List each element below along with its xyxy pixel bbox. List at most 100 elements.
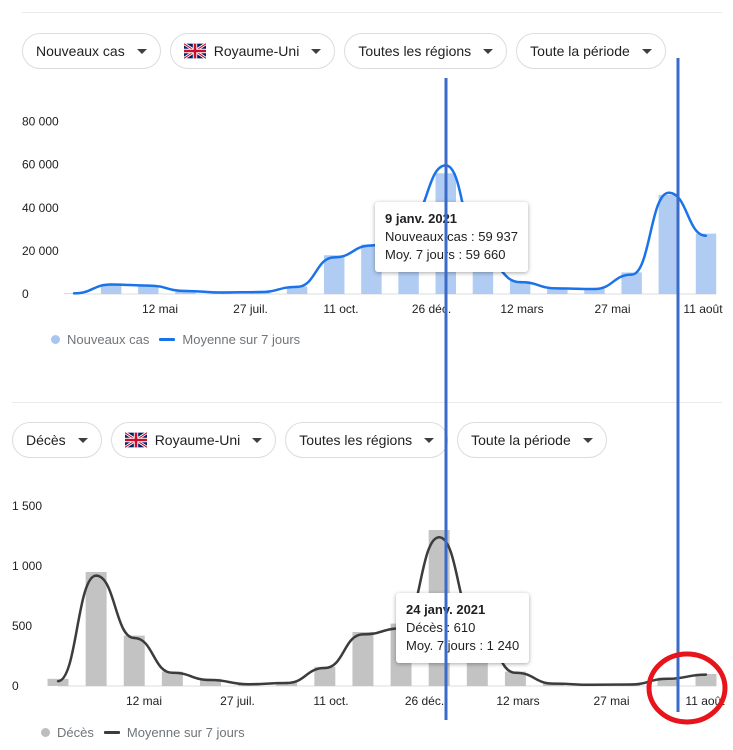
line-point-sept. 2020 bbox=[285, 681, 288, 685]
x-tick-label: 12 mars bbox=[496, 694, 539, 708]
line-point-nov. 2020 bbox=[361, 633, 365, 636]
legend-item-deaths[interactable]: Décès bbox=[41, 725, 94, 740]
line-point-mars 2020 bbox=[72, 292, 76, 295]
y-tick-label: 80 000 bbox=[22, 115, 59, 129]
cases-filter-bar: Nouveaux cas Royaume-Uni Toutes les région… bbox=[22, 33, 666, 69]
x-tick-label: 12 mai bbox=[142, 302, 178, 316]
cases-legend: Nouveaux cas Moyenne sur 7 jours bbox=[51, 332, 300, 347]
filter-label: Royaume-Uni bbox=[213, 43, 300, 59]
line-point-avr. 2021 bbox=[552, 682, 555, 685]
bar-sept. 2020 bbox=[286, 286, 308, 294]
caret-down-icon bbox=[483, 48, 494, 54]
line-point-juil. 2021 bbox=[666, 677, 670, 680]
x-tick-label: 27 mai bbox=[593, 694, 629, 708]
bar-oct. 2020 bbox=[314, 666, 336, 686]
deaths-tooltip: 24 janv. 2021 Décès : 610 Moy. 7 jours :… bbox=[396, 593, 530, 663]
x-tick-label: 27 juil. bbox=[220, 694, 255, 708]
line-point-juil. 2020 bbox=[209, 678, 212, 682]
x-tick-label: 26 déc. bbox=[405, 694, 444, 708]
deaths-filter-0[interactable]: Décès bbox=[12, 422, 102, 458]
cases-filter-2[interactable]: Toutes les régions bbox=[344, 33, 508, 69]
caret-down-icon bbox=[311, 48, 322, 54]
line-point-sept. 2020 bbox=[295, 285, 299, 289]
cases-tooltip: 9 janv. 2021 Nouveaux cas : 59 937 Moy. … bbox=[375, 202, 528, 272]
caret-down-icon bbox=[136, 48, 147, 54]
line-point-mars 2020 bbox=[56, 680, 60, 683]
bar-juil. 2021 bbox=[658, 194, 680, 294]
legend-item-7day-avg[interactable]: Moyenne sur 7 jours bbox=[159, 332, 300, 347]
deaths-filter-2[interactable]: Toutes les régions bbox=[285, 422, 449, 458]
line-point-mars 2021 bbox=[514, 671, 517, 674]
line-point-juil. 2021 bbox=[667, 191, 671, 194]
y-tick-label: 500 bbox=[12, 619, 32, 633]
deaths-filter-3[interactable]: Toute la période bbox=[457, 422, 607, 458]
x-tick-label: 11 oct. bbox=[313, 694, 348, 708]
cases-filter-1[interactable]: Royaume-Uni bbox=[169, 33, 336, 69]
x-tick-label: 27 mai bbox=[594, 302, 630, 316]
bar-mai 2021 bbox=[584, 288, 605, 294]
cases-filter-3[interactable]: Toute la période bbox=[516, 33, 666, 69]
y-tick-label: 20 000 bbox=[22, 244, 59, 258]
x-tick-label: 12 mai bbox=[126, 694, 162, 708]
line-point-août 2021 bbox=[704, 673, 708, 676]
bar-mars 2021 bbox=[509, 281, 531, 294]
uk-flag-icon bbox=[124, 432, 147, 448]
line-point-août 2020 bbox=[247, 683, 250, 686]
cases-filter-0[interactable]: Nouveaux cas bbox=[22, 33, 161, 69]
deaths-filter-1[interactable]: Royaume-Uni bbox=[110, 422, 277, 458]
bar-juin 2020 bbox=[161, 671, 183, 686]
line-point-nov. 2020 bbox=[370, 244, 373, 247]
filter-label: Toutes les régions bbox=[299, 432, 413, 448]
y-tick-label: 0 bbox=[12, 679, 19, 693]
legend-item-7day-avg[interactable]: Moyenne sur 7 jours bbox=[103, 725, 245, 740]
deaths-chart: 0 500 1 000 1 500 12 mai 27 juil. 11 oct. 26 dé… bbox=[0, 460, 733, 720]
legend-bar-swatch bbox=[41, 728, 50, 737]
top-divider bbox=[22, 12, 722, 13]
legend-line-swatch bbox=[159, 338, 176, 341]
legend-bar-swatch bbox=[51, 335, 60, 344]
line-point-avr. 2020 bbox=[109, 283, 113, 286]
x-tick-label: 11 août bbox=[683, 302, 723, 316]
y-tick-label: 0 bbox=[22, 287, 29, 301]
bar-juil. 2020 bbox=[199, 678, 221, 686]
y-tick-label: 1 500 bbox=[12, 499, 42, 513]
line-point-janv. 2021 bbox=[437, 536, 441, 539]
deaths-chart-svg: 0 500 1 000 1 500 12 mai 27 juil. 11 oct. 26 dé… bbox=[12, 499, 725, 708]
cases-chart-svg: 0 20 000 40 000 60 000 80 000 12 mai 27 juil. 1… bbox=[22, 115, 723, 316]
caret-down-icon bbox=[77, 437, 88, 443]
filter-label: Royaume-Uni bbox=[154, 432, 241, 448]
caret-down-icon bbox=[424, 437, 435, 443]
legend-item-new-cases[interactable]: Nouveaux cas bbox=[51, 332, 149, 347]
bar-août 2021 bbox=[695, 233, 717, 294]
bar-mai 2020 bbox=[123, 635, 145, 686]
x-tick-label: 11 août bbox=[685, 694, 725, 708]
series-line-7day-avg bbox=[57, 535, 707, 687]
line-point-août 2021 bbox=[704, 234, 708, 237]
legend-line-swatch bbox=[103, 731, 120, 734]
line-point-mai 2021 bbox=[590, 683, 593, 686]
line-point-juin 2020 bbox=[171, 671, 174, 674]
tooltip-date: 9 janv. 2021 bbox=[385, 211, 458, 226]
legend-label: Moyenne sur 7 jours bbox=[182, 332, 301, 347]
line-point-avr. 2021 bbox=[556, 287, 559, 290]
line-point-oct. 2020 bbox=[323, 666, 327, 670]
y-tick-label: 40 000 bbox=[22, 201, 59, 215]
bar-nov. 2020 bbox=[352, 632, 374, 686]
bar-oct. 2020 bbox=[324, 255, 345, 294]
bar-mars 2021 bbox=[504, 671, 526, 686]
x-tick-label: 11 oct. bbox=[323, 302, 358, 316]
y-tick-label: 1 000 bbox=[12, 559, 42, 573]
filter-label: Toutes les régions bbox=[358, 43, 472, 59]
line-point-oct. 2020 bbox=[333, 256, 336, 259]
x-tick-label: 26 déc. bbox=[412, 302, 451, 316]
bar-avr. 2020 bbox=[85, 572, 107, 686]
bar-mai 2020 bbox=[138, 285, 159, 294]
caret-down-icon bbox=[252, 437, 263, 443]
line-point-juin 2021 bbox=[628, 683, 631, 686]
tooltip-date: 24 janv. 2021 bbox=[406, 602, 486, 617]
bar-avr. 2020 bbox=[100, 284, 122, 294]
caret-down-icon bbox=[641, 48, 652, 54]
deaths-filter-bar: Décès Royaume-Uni Toutes les régions Toute … bbox=[12, 422, 607, 458]
tooltip-row: Décès : 610 bbox=[406, 620, 476, 635]
uk-flag-icon bbox=[183, 43, 206, 59]
